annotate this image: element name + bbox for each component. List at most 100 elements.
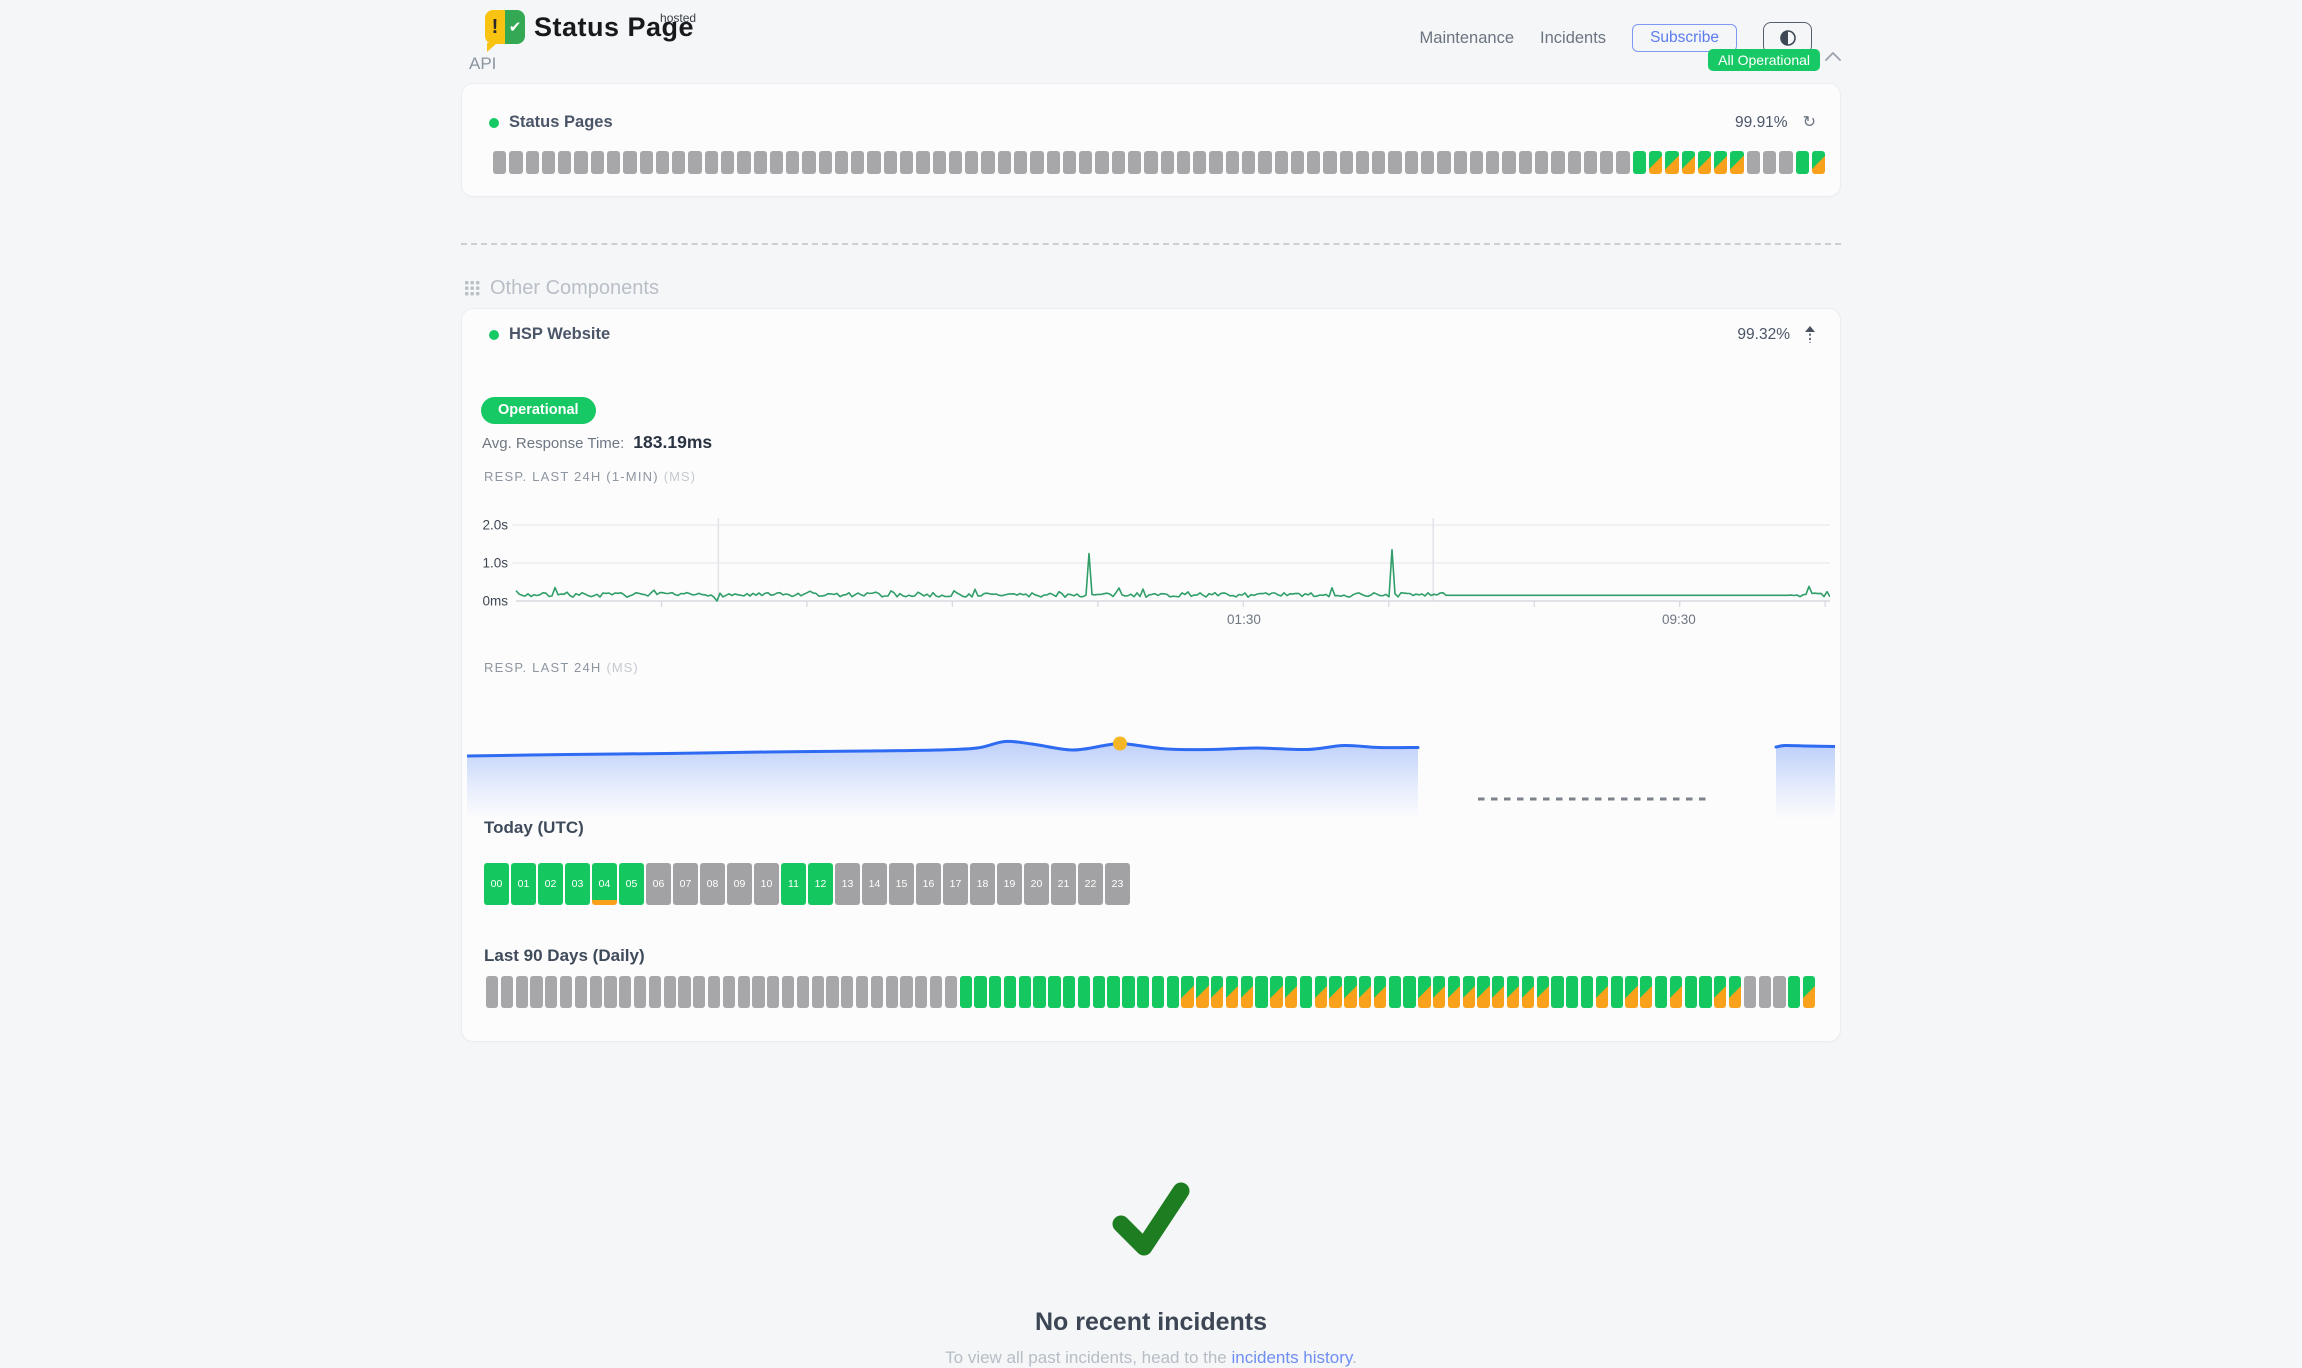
hour-block-09[interactable]: 09 xyxy=(727,863,752,905)
day-bar-up[interactable] xyxy=(1166,976,1179,1008)
uptime-bar-nodata[interactable] xyxy=(493,151,507,174)
day-bar-up[interactable] xyxy=(959,976,972,1008)
hour-block-02[interactable]: 02 xyxy=(538,863,563,905)
day-bar-up[interactable] xyxy=(974,976,987,1008)
uptime-bar-nodata[interactable] xyxy=(509,151,523,174)
day-bar-nodata[interactable] xyxy=(885,976,898,1008)
day-bar-up[interactable] xyxy=(1048,976,1061,1008)
uptime-bar-nodata[interactable] xyxy=(932,151,946,174)
hour-block-22[interactable]: 22 xyxy=(1078,863,1103,905)
uptime-bar-nodata[interactable] xyxy=(1453,151,1467,174)
uptime-bar-nodata[interactable] xyxy=(1014,151,1028,174)
day-bar-nodata[interactable] xyxy=(1773,976,1786,1008)
day-bar-nodata[interactable] xyxy=(737,976,750,1008)
day-bar-nodata[interactable] xyxy=(781,976,795,1008)
day-bar-nodata[interactable] xyxy=(633,976,647,1008)
refresh-icon[interactable]: ↻ xyxy=(1802,113,1816,131)
day-bar-partial[interactable] xyxy=(1314,976,1327,1008)
day-bar-partial[interactable] xyxy=(1595,976,1609,1008)
uptime-bar-nodata[interactable] xyxy=(1323,151,1337,174)
day-bar-nodata[interactable] xyxy=(1743,976,1757,1008)
uptime-bar-nodata[interactable] xyxy=(1746,151,1760,174)
hour-block-06[interactable]: 06 xyxy=(646,863,671,905)
uptime-bar-nodata[interactable] xyxy=(1176,151,1191,174)
uptime-bar-nodata[interactable] xyxy=(688,151,702,174)
uptime-bar-nodata[interactable] xyxy=(786,151,800,174)
uptime-bar-nodata[interactable] xyxy=(1486,151,1500,174)
day-bar-partial[interactable] xyxy=(1240,976,1253,1008)
uptime-bar-nodata[interactable] xyxy=(867,151,881,174)
day-bar-partial[interactable] xyxy=(1373,976,1387,1008)
day-bar-nodata[interactable] xyxy=(619,976,632,1008)
uptime-bar-partial[interactable] xyxy=(1648,151,1663,174)
uptime-bar-nodata[interactable] xyxy=(1144,151,1158,174)
uptime-bar-nodata[interactable] xyxy=(1307,151,1321,174)
incidents-history-link[interactable]: incidents history xyxy=(1231,1348,1353,1367)
day-bar-nodata[interactable] xyxy=(486,976,499,1008)
day-bar-nodata[interactable] xyxy=(604,976,617,1008)
uptime-bar-nodata[interactable] xyxy=(1616,151,1630,174)
day-bar-nodata[interactable] xyxy=(678,976,691,1008)
day-bar-partial[interactable] xyxy=(1433,976,1446,1008)
day-bar-nodata[interactable] xyxy=(826,976,839,1008)
uptime-bar-nodata[interactable] xyxy=(1355,151,1370,174)
uptime-bar-nodata[interactable] xyxy=(883,151,898,174)
day-bar-up[interactable] xyxy=(1033,976,1046,1008)
uptime-bar-nodata[interactable] xyxy=(1225,151,1239,174)
nav-maintenance[interactable]: Maintenance xyxy=(1419,28,1515,47)
nav-incidents[interactable]: Incidents xyxy=(1540,28,1607,47)
day-bar-up[interactable] xyxy=(1063,976,1076,1008)
day-bar-partial[interactable] xyxy=(1418,976,1431,1008)
day-bar-nodata[interactable] xyxy=(929,976,943,1008)
hour-block-20[interactable]: 20 xyxy=(1024,863,1049,905)
uptime-bar-nodata[interactable] xyxy=(1274,151,1288,174)
uptime-bar-nodata[interactable] xyxy=(639,151,653,174)
day-bar-partial[interactable] xyxy=(1492,976,1505,1008)
day-bar-up[interactable] xyxy=(1566,976,1579,1008)
day-bar-nodata[interactable] xyxy=(530,976,543,1008)
hour-block-23[interactable]: 23 xyxy=(1105,863,1130,905)
uptime-bar-nodata[interactable] xyxy=(525,151,539,174)
day-bar-partial[interactable] xyxy=(1196,976,1209,1008)
collapse-all-button[interactable] xyxy=(1825,52,1841,61)
uptime-bar-nodata[interactable] xyxy=(900,151,914,174)
day-bar-partial[interactable] xyxy=(1211,976,1224,1008)
uptime-bar-partial[interactable] xyxy=(1665,151,1679,174)
day-bar-nodata[interactable] xyxy=(707,976,721,1008)
day-bar-up[interactable] xyxy=(1388,976,1401,1008)
uptime-bar-nodata[interactable] xyxy=(1030,151,1044,174)
hour-block-10[interactable]: 10 xyxy=(754,863,779,905)
uptime-bar-partial[interactable] xyxy=(1681,151,1695,174)
uptime-bar-nodata[interactable] xyxy=(1518,151,1532,174)
uptime-bar-nodata[interactable] xyxy=(1241,151,1256,174)
uptime-bar-nodata[interactable] xyxy=(818,151,832,174)
hour-block-19[interactable]: 19 xyxy=(997,863,1022,905)
uptime-bar-nodata[interactable] xyxy=(1095,151,1109,174)
uptime-bar-partial[interactable] xyxy=(1714,151,1728,174)
uptime-bar-nodata[interactable] xyxy=(623,151,637,174)
day-bar-partial[interactable] xyxy=(1506,976,1520,1008)
collapse-arrow-icon[interactable] xyxy=(1804,325,1816,344)
day-bar-nodata[interactable] xyxy=(663,976,676,1008)
uptime-bar-nodata[interactable] xyxy=(1502,151,1516,174)
day-bar-partial[interactable] xyxy=(1640,976,1653,1008)
day-bar-nodata[interactable] xyxy=(944,976,957,1008)
uptime-bar-nodata[interactable] xyxy=(1469,151,1484,174)
uptime-bar-nodata[interactable] xyxy=(590,151,604,174)
day-bar-nodata[interactable] xyxy=(1758,976,1771,1008)
uptime-bar-nodata[interactable] xyxy=(1388,151,1402,174)
day-bar-up[interactable] xyxy=(1403,976,1416,1008)
uptime-bar-partial[interactable] xyxy=(1697,151,1712,174)
day-bar-up[interactable] xyxy=(1092,976,1105,1008)
uptime-bar-nodata[interactable] xyxy=(1421,151,1435,174)
uptime-bar-nodata[interactable] xyxy=(1404,151,1419,174)
uptime-bar-nodata[interactable] xyxy=(558,151,572,174)
day-bar-partial[interactable] xyxy=(1344,976,1357,1008)
day-bar-partial[interactable] xyxy=(1329,976,1342,1008)
hour-block-07[interactable]: 07 xyxy=(673,863,698,905)
subscribe-button[interactable]: Subscribe xyxy=(1632,24,1737,52)
uptime-bar-partial[interactable] xyxy=(1811,151,1826,174)
day-bar-up[interactable] xyxy=(989,976,1002,1008)
hour-block-04[interactable]: 04 xyxy=(592,863,617,905)
day-bar-nodata[interactable] xyxy=(796,976,810,1008)
